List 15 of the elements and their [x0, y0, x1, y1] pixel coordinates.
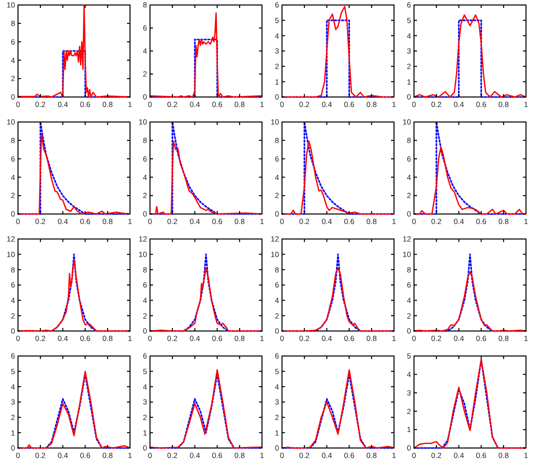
line-series [413, 146, 527, 215]
line-series [413, 121, 527, 215]
line-series [149, 121, 263, 215]
line-series [149, 267, 263, 332]
line-series [149, 12, 263, 98]
line-series [17, 4, 131, 98]
line-series [149, 140, 263, 215]
line-series [149, 254, 263, 332]
line-series [281, 254, 395, 332]
line-series [281, 121, 395, 215]
line-series [281, 140, 395, 215]
line-series [281, 6, 395, 98]
line-series [413, 271, 527, 332]
line-series [413, 254, 527, 332]
line-series [281, 267, 395, 332]
